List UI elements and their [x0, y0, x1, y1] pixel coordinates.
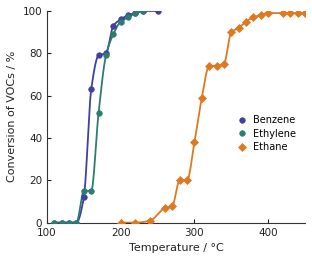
Benzene [126, 14, 130, 17]
Benzene [134, 11, 137, 15]
Line: Ethylene: Ethylene [51, 8, 146, 225]
Ethane [237, 26, 241, 29]
Ethane [163, 206, 167, 209]
Line: Benzene: Benzene [51, 8, 160, 225]
Ethane [207, 64, 211, 68]
Ethane [134, 221, 137, 224]
Ethylene [60, 221, 64, 224]
X-axis label: Temperature / °C: Temperature / °C [129, 243, 223, 253]
Benzene [75, 221, 78, 224]
Ethane [288, 11, 292, 15]
Ethane [251, 16, 255, 19]
Y-axis label: Conversion of VOCs / %: Conversion of VOCs / % [7, 51, 17, 183]
Benzene [60, 221, 64, 224]
Ethane [222, 62, 226, 66]
Ethylene [111, 33, 115, 36]
Ethane [119, 221, 123, 224]
Ethylene [126, 16, 130, 19]
Ethylene [141, 9, 145, 12]
Benzene [111, 24, 115, 27]
Benzene [119, 18, 123, 21]
Ethylene [52, 221, 56, 224]
Ethane [266, 11, 270, 15]
Ethane [148, 219, 152, 222]
Benzene [67, 221, 71, 224]
Benzene [52, 221, 56, 224]
Ethylene [104, 54, 108, 57]
Benzene [97, 54, 100, 57]
Benzene [141, 9, 145, 12]
Ethane [296, 11, 300, 15]
Ethylene [97, 111, 100, 114]
Ethylene [134, 11, 137, 15]
Ethane [185, 179, 189, 182]
Ethylene [89, 189, 93, 192]
Ethane [193, 141, 196, 144]
Ethane [244, 20, 248, 23]
Ethane [200, 96, 204, 99]
Ethane [229, 31, 233, 34]
Legend: Benzene, Ethylene, Ethane: Benzene, Ethylene, Ethane [231, 112, 300, 156]
Line: Ethane: Ethane [118, 10, 308, 225]
Ethane [170, 204, 174, 207]
Benzene [156, 9, 159, 12]
Ethylene [82, 189, 86, 192]
Benzene [89, 88, 93, 91]
Ethane [281, 11, 285, 15]
Ethylene [67, 221, 71, 224]
Ethylene [75, 221, 78, 224]
Ethane [178, 179, 182, 182]
Benzene [104, 52, 108, 55]
Ethylene [119, 20, 123, 23]
Benzene [82, 196, 86, 199]
Ethane [259, 14, 263, 17]
Ethane [215, 64, 218, 68]
Ethane [303, 11, 307, 15]
